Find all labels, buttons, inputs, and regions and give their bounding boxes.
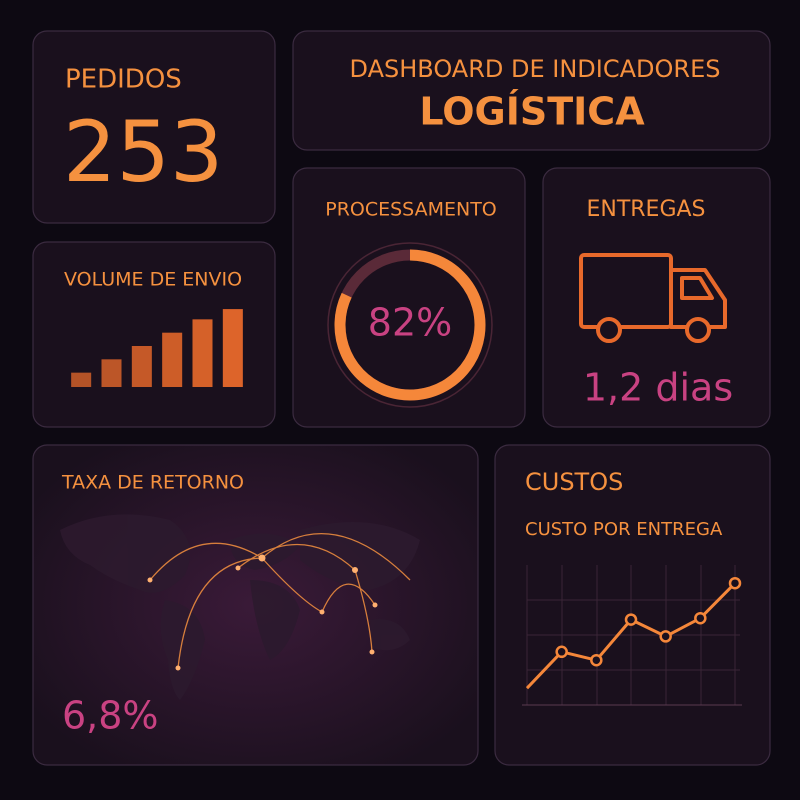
truck-icon <box>579 253 727 343</box>
line-point <box>659 630 672 643</box>
line-point <box>590 653 603 667</box>
panel-header <box>292 30 771 151</box>
donut-arc <box>334 249 486 401</box>
retorno-value: 6,8% <box>62 694 159 738</box>
panel-entregas <box>542 167 771 428</box>
world-map <box>60 514 420 700</box>
custos-subtitle: CUSTO POR ENTREGA <box>525 519 723 540</box>
line-point <box>555 645 568 659</box>
processamento-title: PROCESSAMENTO <box>325 199 497 221</box>
line-point <box>624 613 638 626</box>
bar <box>131 346 152 387</box>
donut-outer <box>327 242 493 408</box>
bar <box>71 372 92 387</box>
bar <box>101 359 122 387</box>
custos-title: CUSTOS <box>525 468 623 496</box>
panel-volume <box>32 241 276 428</box>
line-point <box>694 611 707 625</box>
panel-pedidos <box>32 30 276 224</box>
header-subtitle: DASHBOARD DE INDICADORES <box>350 55 721 83</box>
line-grid <box>522 565 742 706</box>
volume-title: VOLUME DE ENVIO <box>64 269 242 291</box>
route-arcs <box>149 532 411 669</box>
header-title: LOGÍSTICA <box>419 90 645 134</box>
bar <box>222 309 243 387</box>
bar <box>162 332 183 387</box>
processamento-value: 82% <box>368 301 452 345</box>
route-nodes <box>147 554 378 671</box>
retorno-title: TAXA DE RETORNO <box>61 472 244 494</box>
entregas-value: 1,2 dias <box>583 366 733 410</box>
pedidos-value: 253 <box>63 103 223 201</box>
entregas-title: ENTREGAS <box>586 197 705 222</box>
line-point <box>728 576 742 590</box>
bar <box>192 319 213 387</box>
pedidos-title: PEDIDOS <box>65 65 182 95</box>
